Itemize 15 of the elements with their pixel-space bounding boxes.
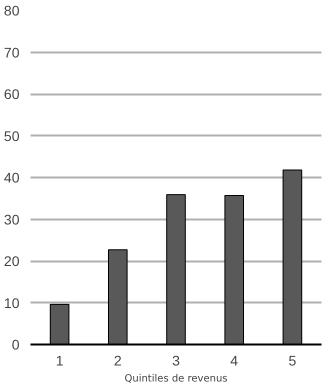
y-tick-label: 20: [4, 253, 20, 269]
y-tick-label: 60: [4, 86, 20, 102]
x-tick-label: 4: [230, 352, 238, 368]
x-tick-label: 1: [56, 352, 64, 368]
x-tick-label: 5: [288, 352, 297, 368]
y-tick-label: 50: [4, 128, 20, 144]
y-tick-label: 10: [4, 294, 20, 311]
x-tick-label: 3: [172, 352, 180, 368]
y-tick-label: 80: [4, 2, 20, 18]
y-tick-label: 40: [4, 170, 20, 186]
y-tick-label: 70: [4, 44, 20, 60]
x-axis-title: Quintiles de revenus: [124, 374, 228, 384]
y-tick-label: 30: [4, 211, 20, 228]
y-tick-label: 0: [12, 336, 20, 352]
x-tick-label: 2: [114, 352, 122, 368]
